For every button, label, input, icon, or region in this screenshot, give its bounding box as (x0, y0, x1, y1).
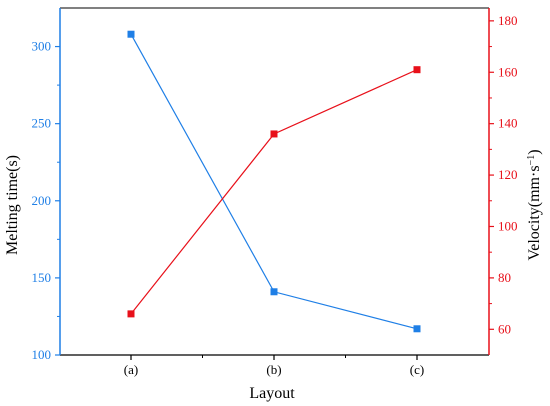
right-y-axis-title-main: Velocity(mm·s (526, 165, 543, 260)
chart-axes: 100 150 200 250 300 60 80 100 120 140 160 180 (a) (b)… (32, 7, 518, 377)
left-y-tick-label: 250 (32, 116, 52, 131)
right-y-axis-title-superscript: −1 (526, 155, 537, 166)
left-y-tick-label: 300 (32, 39, 52, 54)
left-y-tick-label: 200 (32, 193, 52, 208)
right-y-tick-label: 140 (498, 116, 518, 131)
x-tick-label: (b) (266, 362, 281, 377)
left-y-axis-title: Melting time(s) (4, 155, 21, 255)
melting-time-point (270, 288, 278, 296)
chart-labels: Layout Melting time(s) Velocity(mm·s−1) (4, 149, 543, 402)
melting-time-point (127, 30, 135, 38)
left-y-tick-label: 150 (32, 270, 52, 285)
chart-marks (127, 30, 421, 333)
right-y-tick-label: 60 (498, 321, 511, 336)
right-y-tick-label: 120 (498, 167, 518, 182)
right-y-axis-title: Velocity(mm·s−1) (526, 149, 544, 260)
right-y-tick-label: 100 (498, 218, 518, 233)
x-tick-label: (a) (124, 362, 138, 377)
velocity-point (413, 66, 421, 74)
velocity-point (127, 310, 135, 318)
velocity-series-line (130, 69, 418, 315)
x-tick-label: (c) (410, 362, 424, 377)
melting-time-point (413, 325, 421, 333)
right-y-axis-title-close: ) (526, 149, 543, 154)
right-y-tick-label: 180 (498, 13, 518, 28)
left-y-tick-label: 100 (32, 347, 52, 362)
velocity-point (270, 130, 278, 138)
x-axis-title: Layout (249, 385, 295, 402)
right-y-tick-label: 160 (498, 64, 518, 79)
melting-time-series-line (130, 33, 418, 330)
right-y-tick-label: 80 (498, 270, 511, 285)
